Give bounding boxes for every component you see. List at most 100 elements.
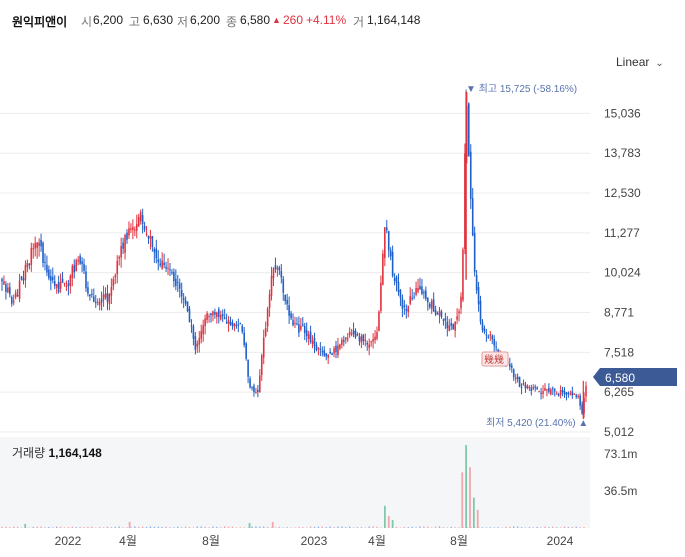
candle-body — [130, 228, 132, 230]
candle-body — [71, 266, 74, 278]
candle-body — [173, 271, 175, 282]
volume-bar — [83, 527, 85, 528]
candle-body — [520, 387, 523, 389]
candle-body — [425, 290, 427, 299]
candle-body — [227, 320, 230, 325]
volume-bar — [118, 526, 120, 528]
candle-body — [167, 267, 169, 269]
candlestick-series — [1, 91, 587, 420]
open-value: 6,200 — [93, 13, 124, 27]
volume-bar — [411, 526, 413, 528]
candle-body — [428, 304, 431, 308]
volume-bar — [302, 527, 304, 528]
candle-body — [34, 243, 37, 249]
candle-body — [114, 275, 117, 278]
high-label: 고 — [129, 15, 141, 29]
volume-bar — [145, 526, 148, 528]
candle-body — [9, 287, 11, 295]
y-tick-label: 5,012 — [604, 425, 634, 439]
candle-body — [526, 385, 529, 389]
candle-body — [579, 395, 581, 406]
volume-bar — [248, 522, 251, 528]
volume-bar — [36, 526, 38, 528]
volume-bar — [67, 527, 70, 528]
volume-bar — [571, 527, 574, 528]
event-marker-text[interactable]: 幾幾 — [484, 353, 504, 366]
volume-bar — [387, 515, 390, 528]
candle-body — [274, 265, 277, 269]
volume-bar — [239, 527, 241, 528]
candle-body — [364, 339, 367, 341]
high-value: 6,630 — [143, 13, 174, 27]
volume-bar — [263, 526, 265, 528]
candle-body — [327, 354, 329, 358]
candle-body — [567, 392, 570, 394]
candle-body — [296, 323, 298, 325]
candle-body — [122, 242, 124, 249]
candle-body — [419, 285, 421, 290]
candle-body — [196, 343, 199, 347]
current-price-tag: 6,580 — [593, 368, 677, 386]
candle-body — [551, 388, 554, 390]
candle-body — [301, 324, 304, 326]
candle-body — [94, 301, 97, 303]
candle-body — [290, 313, 292, 319]
candle-body — [206, 313, 208, 320]
candle-body — [344, 337, 347, 340]
volume-bar — [341, 526, 343, 528]
event-marker-box[interactable] — [481, 351, 509, 367]
candle-body — [471, 198, 474, 236]
candle-body — [493, 339, 496, 346]
candle-body — [1, 278, 3, 282]
candle-body — [12, 300, 15, 303]
volume-bar — [106, 526, 109, 528]
candle-body — [387, 231, 390, 251]
open-label: 시 — [81, 15, 93, 29]
volume-bar — [188, 526, 191, 528]
volume-bar — [509, 526, 511, 528]
volume-bar — [481, 527, 484, 528]
volume-bar — [98, 526, 101, 528]
volume-bar — [114, 526, 116, 528]
volume-bar — [196, 526, 199, 528]
candle-body — [102, 294, 105, 300]
x-tick-label: 4월 — [368, 534, 386, 548]
candle-body — [376, 332, 378, 339]
volume-bar — [75, 527, 77, 528]
volume-bar — [235, 527, 238, 528]
volume-bar — [419, 526, 421, 528]
candle-body — [321, 351, 324, 353]
volume-bar — [548, 527, 550, 528]
y-tick-label: 12,530 — [604, 186, 641, 200]
candle-body — [399, 290, 402, 298]
candle-body — [44, 261, 46, 263]
candle-body — [36, 242, 38, 248]
candle-body — [280, 270, 283, 278]
volume-bar — [485, 527, 488, 528]
candle-body — [307, 334, 310, 340]
candle-body — [448, 325, 451, 331]
volume-panel-label: 거래량 — [12, 446, 46, 460]
volume-bar — [368, 526, 370, 528]
volume-bar — [149, 526, 152, 528]
candle-body — [372, 339, 374, 342]
volume-bar — [559, 527, 562, 528]
price-axis: 15,036 13,783 12,530 11,277 10,024 8,771 7,518… — [604, 106, 641, 439]
volume-bar — [438, 526, 441, 528]
volume-bar — [476, 509, 479, 528]
x-tick-label: 2024 — [547, 534, 574, 548]
candle-body — [550, 389, 552, 395]
candle-body — [65, 285, 68, 288]
scale-dropdown[interactable]: Linear ⌄ — [616, 55, 664, 69]
candle-body — [341, 339, 343, 345]
volume-bar — [251, 526, 253, 528]
volume-bar — [91, 526, 93, 528]
volume-bar — [391, 519, 394, 528]
candle-body — [512, 369, 515, 378]
candle-body — [161, 260, 163, 269]
candle-body — [544, 388, 546, 391]
candle-body — [20, 276, 23, 280]
low-label: 저 — [177, 15, 189, 29]
candle-body — [469, 151, 472, 199]
